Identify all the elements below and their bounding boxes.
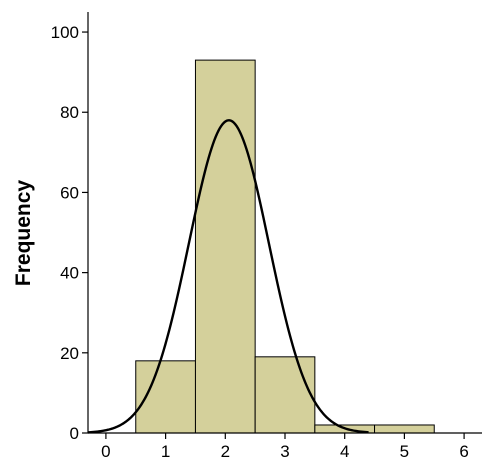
x-tick-label: 0 — [101, 442, 110, 461]
histogram-bar — [254, 356, 316, 434]
y-tick-label: 40 — [60, 264, 79, 283]
x-axis-ticks: 0 1 2 3 4 5 6 — [101, 433, 469, 461]
y-tick-label: 100 — [51, 23, 79, 42]
y-axis-ticks: 0 20 40 60 80 100 — [51, 23, 88, 443]
x-tick-label: 4 — [340, 442, 349, 461]
y-tick-label: 0 — [70, 424, 79, 443]
x-tick-label: 2 — [221, 442, 230, 461]
y-axis-title: Frequency — [12, 180, 35, 287]
x-tick-label: 3 — [280, 442, 289, 461]
x-tick-label: 5 — [400, 442, 409, 461]
histogram-bar — [374, 424, 435, 434]
histogram-bars — [135, 59, 435, 434]
y-tick-label: 60 — [60, 183, 79, 202]
normal-distribution-curve — [87, 119, 369, 434]
y-tick-label: 80 — [60, 103, 79, 122]
x-tick-label: 1 — [161, 442, 170, 461]
histogram-bar — [194, 59, 256, 434]
y-tick-label: 20 — [60, 344, 79, 363]
x-tick-label: 6 — [459, 442, 468, 461]
